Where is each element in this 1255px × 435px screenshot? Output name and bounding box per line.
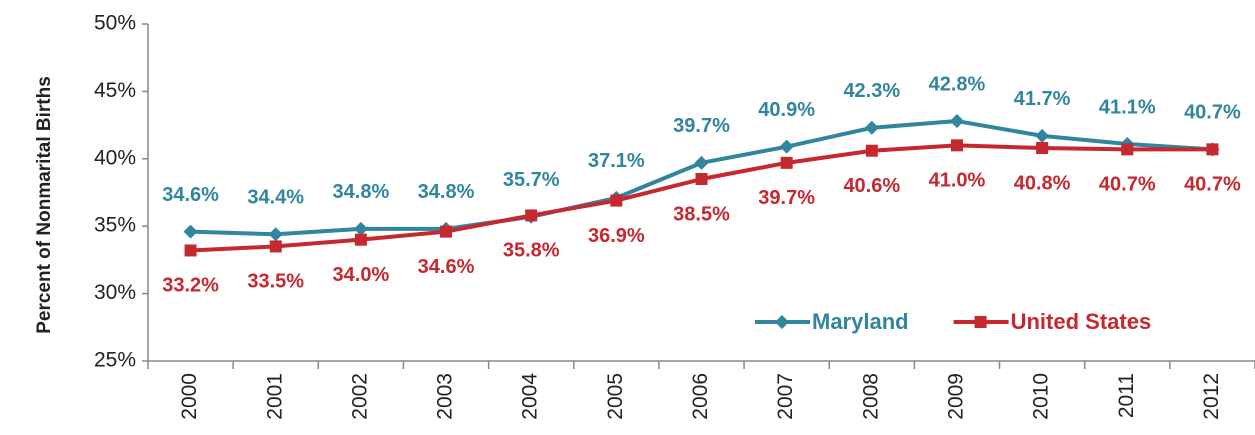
value-label: 40.6% (843, 175, 900, 197)
value-label: 42.3% (843, 80, 900, 102)
x-tick-label: 2011 (1115, 373, 1138, 418)
value-label: 33.2% (162, 275, 219, 297)
point (775, 315, 789, 329)
point (974, 316, 987, 328)
value-label: 42.8% (929, 73, 986, 95)
point (950, 139, 963, 152)
point (865, 144, 878, 157)
point (864, 120, 879, 135)
x-tick-label: 2009 (945, 373, 968, 420)
point (354, 233, 367, 246)
value-label: 38.5% (673, 203, 730, 225)
value-label: 39.7% (758, 187, 815, 209)
point (1121, 143, 1134, 156)
value-label: 34.6% (418, 256, 475, 278)
x-tick-label: 2004 (519, 373, 542, 420)
x-tick-label: 2007 (774, 373, 797, 420)
y-tick-label: 35% (94, 214, 136, 237)
value-label: 40.9% (758, 99, 815, 121)
value-label: 41.0% (929, 170, 986, 192)
y-tick-label: 30% (94, 281, 136, 304)
legend-label: United States (1011, 309, 1152, 334)
value-label: 41.7% (1014, 88, 1071, 110)
x-tick-label: 2008 (859, 373, 882, 420)
point (695, 173, 708, 186)
point (949, 114, 964, 129)
value-label: 34.6% (162, 184, 219, 206)
point (780, 156, 793, 169)
x-tick-label: 2002 (348, 373, 371, 420)
point (269, 240, 282, 253)
point (440, 225, 453, 238)
x-tick-label: 2012 (1200, 373, 1223, 420)
value-label: 34.8% (333, 181, 390, 203)
value-label: 35.8% (503, 240, 560, 262)
point (184, 244, 197, 257)
value-label: 36.9% (588, 225, 645, 247)
point (1036, 142, 1049, 155)
point (268, 227, 283, 242)
value-label: 37.1% (588, 150, 645, 172)
y-tick-label: 50% (94, 12, 136, 35)
y-tick-label: 25% (94, 349, 136, 372)
x-tick-label: 2006 (689, 373, 712, 420)
value-label: 35.7% (503, 169, 560, 191)
y-axis-label: Percent of Nonmarital Births (34, 76, 55, 334)
y-tick-label: 45% (94, 79, 136, 102)
value-label: 41.1% (1099, 96, 1156, 118)
value-label: 39.7% (673, 115, 730, 137)
y-tick-label: 40% (94, 146, 136, 169)
x-tick-label: 2000 (178, 373, 201, 420)
point (353, 221, 368, 236)
value-label: 40.7% (1184, 174, 1241, 196)
value-label: 34.4% (247, 187, 304, 209)
x-tick-label: 2010 (1030, 373, 1053, 420)
value-label: 34.0% (333, 264, 390, 286)
x-tick-label: 2003 (434, 373, 457, 420)
x-tick-label: 2001 (263, 373, 286, 420)
x-tick-label: 2005 (604, 373, 627, 420)
point (183, 224, 198, 239)
point (1206, 143, 1219, 156)
value-label: 40.8% (1014, 172, 1071, 194)
legend-label: Maryland (812, 309, 909, 334)
point (779, 139, 794, 154)
value-label: 33.5% (247, 271, 304, 293)
value-label: 40.7% (1184, 102, 1241, 124)
value-label: 40.7% (1099, 174, 1156, 196)
point (610, 194, 623, 207)
point (1035, 128, 1050, 143)
point (694, 155, 709, 170)
value-label: 34.8% (418, 181, 475, 203)
point (525, 209, 538, 222)
